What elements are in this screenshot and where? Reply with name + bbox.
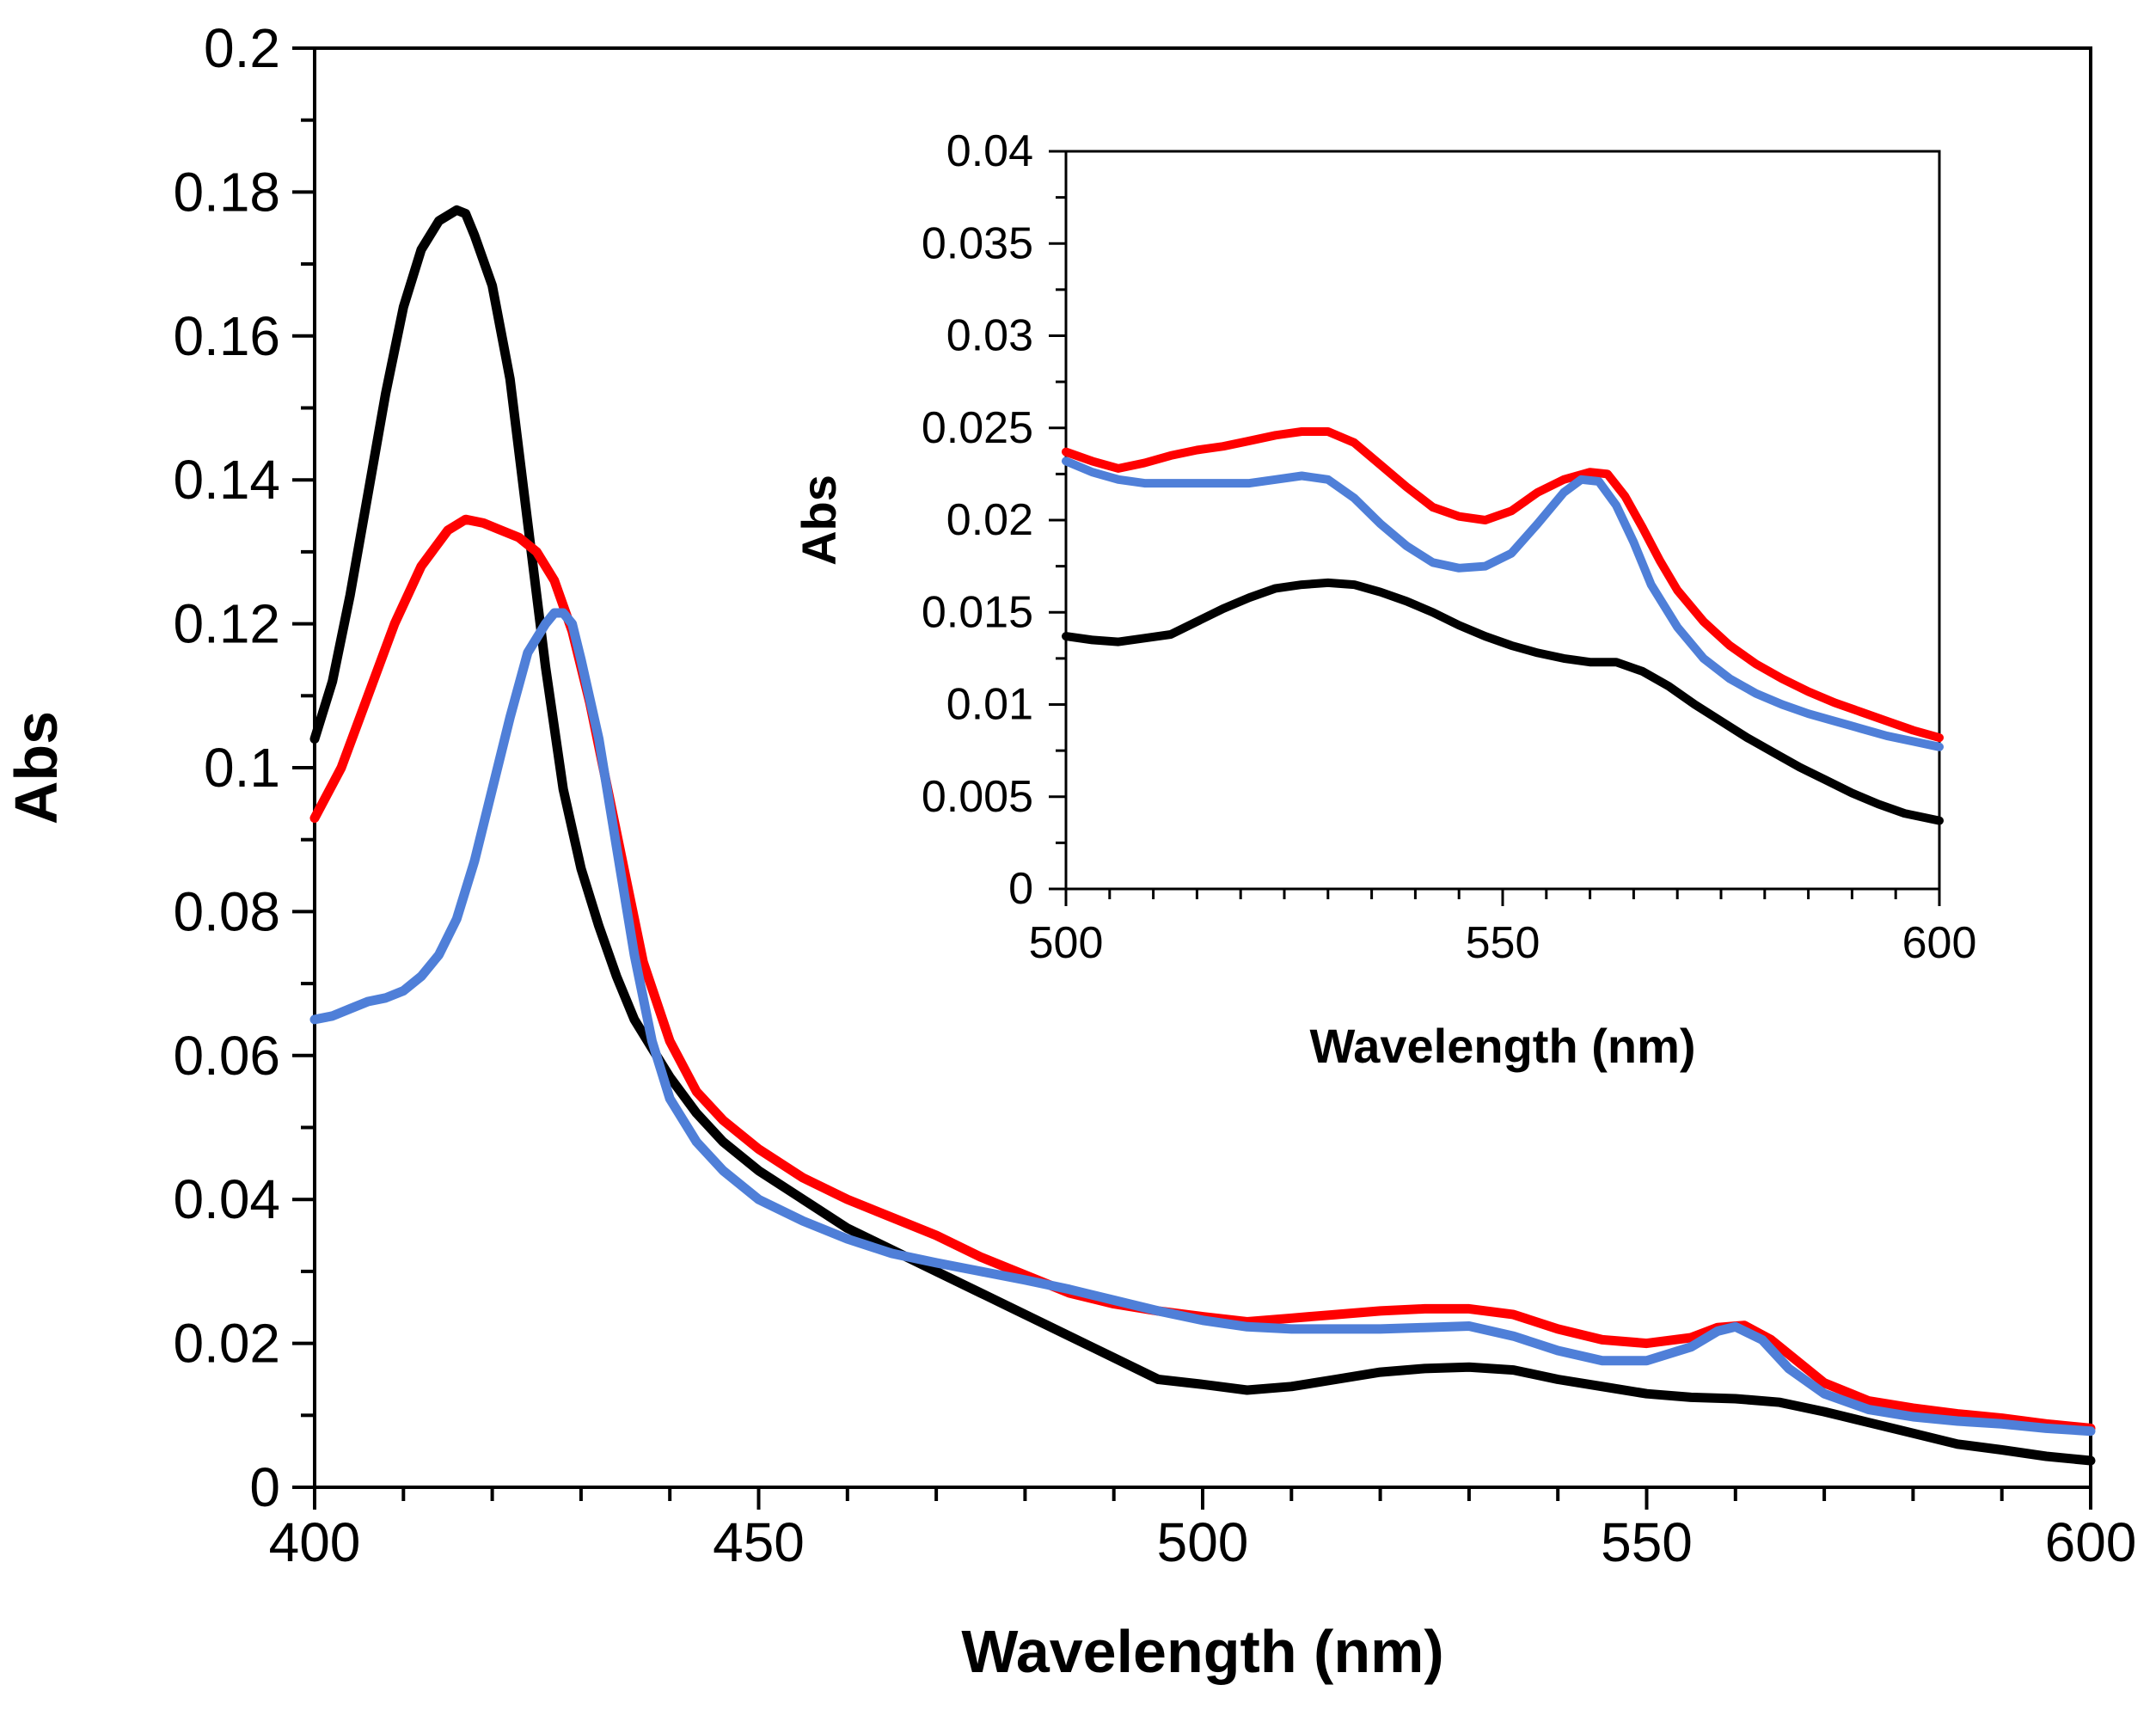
inset-y-tick-label: 0.04 — [946, 126, 1033, 176]
inset-y-tick-label: 0.035 — [922, 218, 1033, 268]
inset-plot-frame — [1064, 150, 1941, 891]
inset-series-black-line — [1062, 578, 1944, 825]
main-y-tick-label: 0 — [249, 1456, 280, 1518]
inset-x-tick-label: 500 — [1029, 918, 1104, 968]
main-y-tick-label: 0.04 — [173, 1168, 280, 1230]
main-y-axis-title: Abs — [3, 711, 70, 824]
main-x-axis-title: Wavelength (nm) — [961, 1618, 1443, 1685]
inset-x-tick-label: 550 — [1466, 918, 1540, 968]
main-y-tick-label: 0.06 — [173, 1025, 280, 1087]
main-chart: 0 0.02 0.04 0.06 0.08 0.1 0.12 0.14 0.16 0.18 0.2 4… — [3, 17, 2136, 1685]
inset-y-tick-label: 0 — [1008, 864, 1033, 914]
main-y-tick-label: 0.2 — [204, 17, 280, 79]
inset-y-tick-label: 0.025 — [922, 403, 1033, 453]
inset-x-axis-title: Wavelength (nm) — [1309, 1019, 1695, 1073]
main-y-tick-label: 0.12 — [173, 593, 280, 655]
main-x-tick-label: 600 — [2045, 1511, 2137, 1573]
inset-y-tick-label: 0.02 — [946, 495, 1033, 545]
inset-y-axis-title: Abs — [792, 475, 846, 566]
inset-series-blue-line — [1062, 456, 1944, 751]
inset-y-tick-label: 0.015 — [922, 587, 1033, 637]
inset-chart: 0 0.005 0.01 0.015 0.02 0.025 0.03 0.035 0.04 500… — [792, 126, 1976, 1073]
inset-y-tick-label: 0.005 — [922, 772, 1033, 822]
main-x-tick-label: 400 — [269, 1511, 361, 1573]
main-x-tick-label: 500 — [1157, 1511, 1249, 1573]
main-x-tick-label: 550 — [1601, 1511, 1693, 1573]
inset-series-red-line — [1062, 427, 1944, 743]
main-y-tick-label: 0.16 — [173, 305, 280, 367]
main-series-blue-line — [309, 608, 2096, 1437]
main-y-tick-label: 0.14 — [173, 449, 280, 511]
main-y-tick-label: 0.18 — [173, 161, 280, 223]
inset-y-tick-label: 0.01 — [946, 680, 1033, 730]
inset-x-tick-label: 600 — [1902, 918, 1977, 968]
main-y-tick-label: 0.1 — [204, 737, 280, 799]
main-y-tick-label: 0.02 — [173, 1313, 280, 1375]
main-x-tick-label: 450 — [713, 1511, 805, 1573]
inset-y-tick-label: 0.03 — [946, 311, 1033, 361]
main-y-tick-label: 0.08 — [173, 880, 280, 942]
